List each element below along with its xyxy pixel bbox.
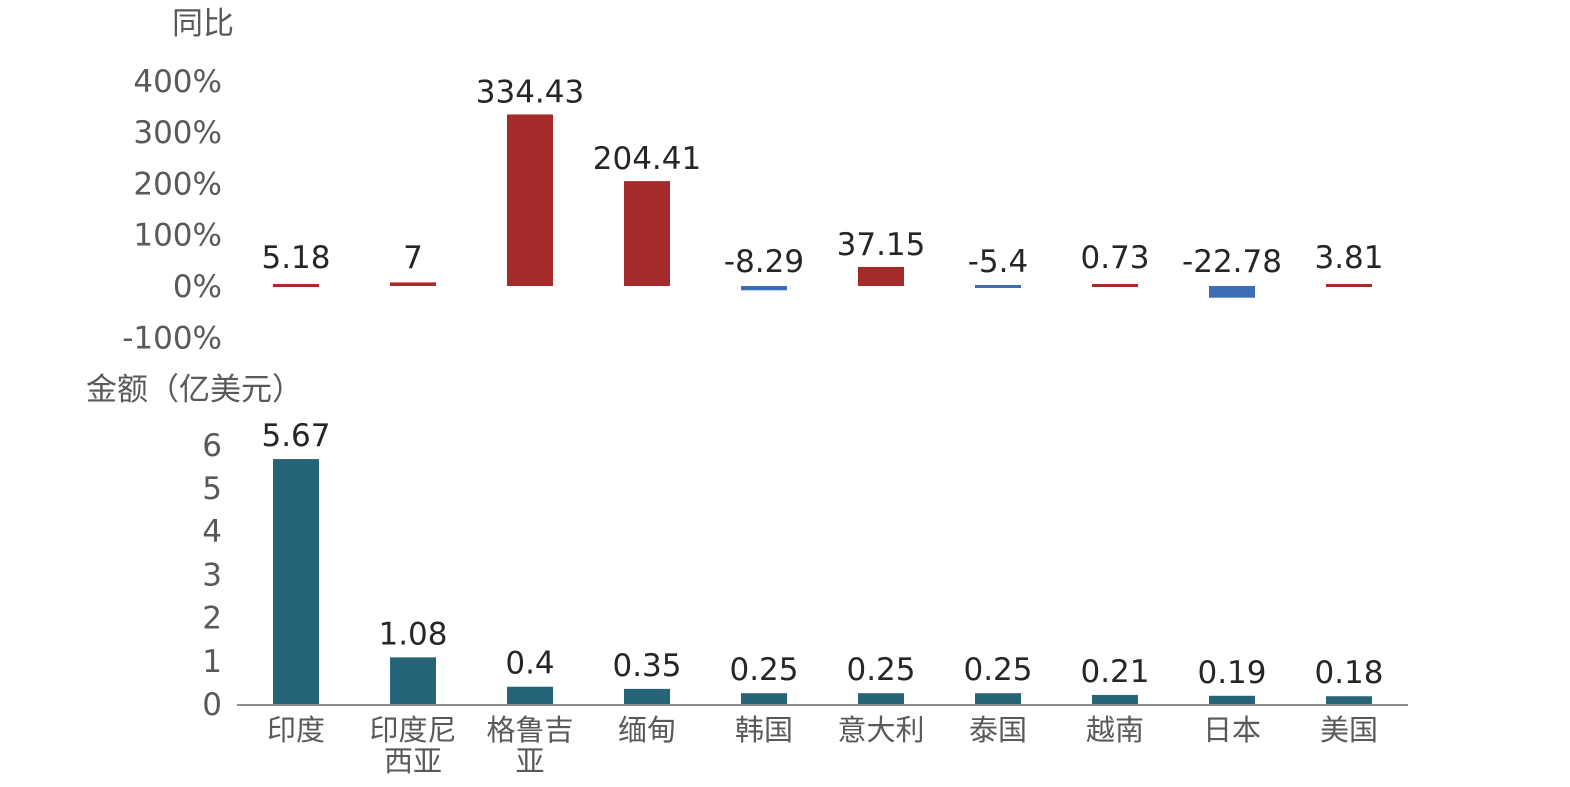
yoy-bar (390, 282, 436, 286)
amount-data-label: 0.35 (612, 648, 681, 684)
amount-y-tick-label: 5 (202, 471, 222, 507)
amount-data-label: 0.18 (1314, 655, 1383, 691)
amount-data-label: 0.25 (963, 652, 1032, 688)
category-label: 印度尼 (369, 713, 456, 747)
category-label: 亚 (515, 744, 544, 778)
amount-bar (1209, 695, 1255, 704)
amount-y-tick-label: 3 (202, 557, 222, 593)
amount-bar (624, 688, 670, 704)
amount-y-tick-label: 2 (202, 601, 222, 637)
category-label: 意大利 (837, 713, 924, 747)
category-label: 越南 (1086, 713, 1144, 747)
category-label: 日本 (1203, 713, 1261, 747)
yoy-bar (507, 114, 553, 286)
yoy-y-tick-label: 300% (133, 115, 222, 151)
amount-y-ticks: 6 5 4 3 2 1 0 (202, 428, 222, 723)
amount-data-label: 0.19 (1197, 655, 1266, 691)
amount-data-label: 5.67 (261, 418, 330, 454)
yoy-bar (975, 285, 1021, 288)
amount-bars (273, 459, 1372, 704)
amount-bar (1326, 696, 1372, 704)
category-label: 格鲁吉 (486, 713, 573, 747)
yoy-bars (273, 114, 1372, 298)
amount-bar (1092, 694, 1138, 704)
yoy-axis-title: 同比 (172, 6, 234, 42)
amount-data-label: 0.21 (1080, 654, 1149, 690)
yoy-bar (741, 286, 787, 291)
yoy-data-label: 0.73 (1080, 240, 1149, 276)
yoy-bar (1092, 284, 1138, 287)
category-label: 美国 (1320, 713, 1378, 747)
amount-y-tick-label: 6 (202, 428, 222, 464)
yoy-y-tick-label: -100% (122, 320, 222, 356)
category-label: 印度 (267, 713, 325, 747)
yoy-bar (858, 266, 904, 286)
yoy-bar (273, 284, 319, 287)
amount-axis-title: 金额（亿美元） (86, 372, 303, 408)
yoy-data-label: -5.4 (968, 244, 1029, 280)
amount-data-label: 0.25 (846, 652, 915, 688)
amount-bar (507, 686, 553, 704)
amount-bar (273, 459, 319, 704)
amount-bar (858, 693, 904, 704)
category-label: 泰国 (969, 713, 1027, 747)
category-label: 缅甸 (618, 713, 676, 747)
amount-y-tick-label: 0 (202, 687, 222, 723)
yoy-data-label: 7 (403, 240, 423, 276)
yoy-data-label: 204.41 (593, 141, 701, 177)
yoy-bar (624, 181, 670, 286)
category-label: 西亚 (384, 744, 442, 778)
yoy-data-label: 5.18 (261, 240, 330, 276)
yoy-data-label: 37.15 (837, 227, 926, 263)
amount-y-tick-label: 1 (202, 644, 222, 680)
yoy-y-tick-label: 200% (133, 166, 222, 202)
yoy-data-label: -22.78 (1182, 244, 1282, 280)
yoy-bar (1209, 286, 1255, 298)
yoy-data-label: 3.81 (1314, 240, 1383, 276)
category-label: 韩国 (735, 713, 793, 747)
amount-data-label: 0.4 (505, 646, 554, 682)
amount-bar (741, 693, 787, 704)
yoy-y-tick-label: 400% (133, 64, 222, 100)
amount-y-tick-label: 4 (202, 514, 222, 550)
yoy-y-tick-label: 0% (173, 269, 222, 305)
amount-bar (975, 693, 1021, 704)
amount-data-label: 0.25 (729, 652, 798, 688)
yoy-data-label: 334.43 (476, 74, 584, 110)
amount-data-labels: 5.67 1.08 0.4 0.35 0.25 0.25 0.25 0.21 0.19 0.18 (261, 418, 1383, 691)
yoy-data-label: -8.29 (724, 244, 804, 280)
amount-data-label: 1.08 (378, 616, 447, 652)
yoy-bar (1326, 284, 1372, 287)
yoy-y-tick-label: 100% (133, 218, 222, 254)
amount-bar (390, 657, 436, 704)
yoy-y-ticks: 400% 300% 200% 100% 0% -100% (122, 64, 222, 356)
